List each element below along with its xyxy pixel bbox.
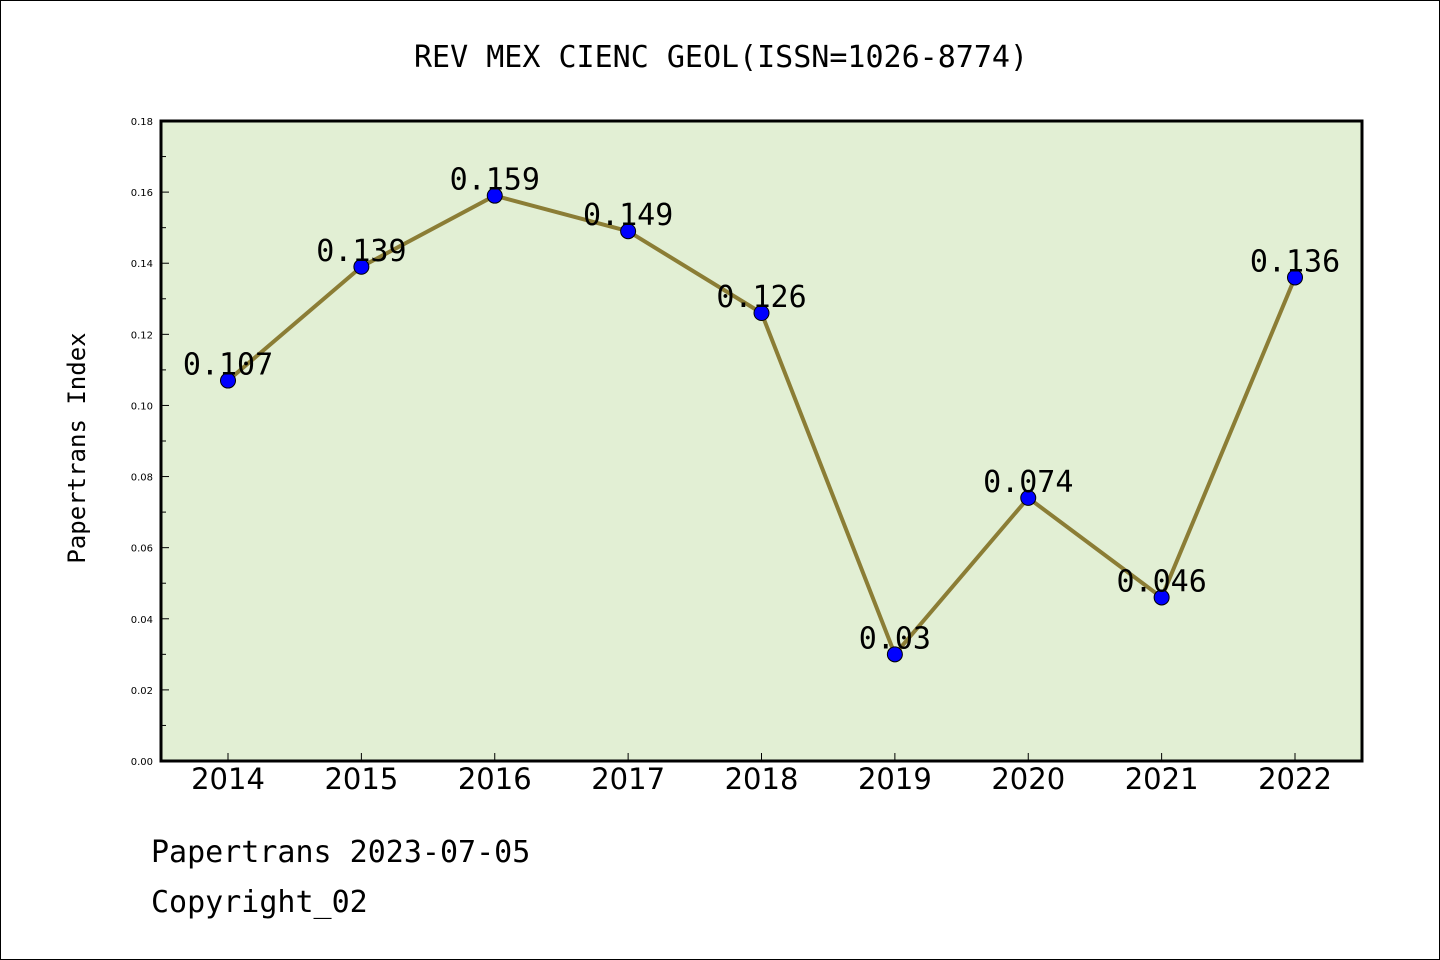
data-label: 0.107 <box>183 348 273 383</box>
y-tick-label: 0.04 <box>131 615 153 626</box>
data-label: 0.139 <box>316 234 406 269</box>
footer-date-line: Papertrans 2023-07-05 <box>151 835 531 870</box>
y-tick-label: 0.08 <box>131 473 153 484</box>
axes-layer: 0.00 0.02 0.04 0.06 0.08 0.10 0.12 0.14 0.16 0.18… <box>131 117 1332 796</box>
y-tick-label: 0.14 <box>131 259 153 270</box>
footer-copyright: Copyright_02 <box>151 885 368 920</box>
x-tick-label: 2016 <box>458 762 532 796</box>
data-point <box>753 305 770 321</box>
data-label: 0.046 <box>1116 564 1206 599</box>
data-label: 0.074 <box>983 465 1073 500</box>
y-tick-label: 0.16 <box>131 188 153 199</box>
y-axis-label: Papertrans Index <box>63 332 91 563</box>
x-tick-label: 2019 <box>858 762 932 796</box>
series-layer: 0.107 0.139 0.159 0.149 0.126 0.03 0.074 0.046 0… <box>183 163 1340 663</box>
data-point <box>353 258 370 275</box>
data-point <box>486 187 503 204</box>
y-tick-label: 0.18 <box>131 117 153 128</box>
data-point <box>886 646 903 663</box>
data-point <box>620 223 637 240</box>
x-tick-label: 2015 <box>324 762 398 796</box>
data-point <box>1153 589 1170 606</box>
y-tick-label: 0.02 <box>131 686 153 697</box>
plot-border <box>159 119 1364 763</box>
x-tick-label: 2020 <box>991 762 1065 796</box>
y-tick-label: 0.12 <box>131 330 153 341</box>
data-label: 0.136 <box>1250 244 1340 279</box>
data-label: 0.03 <box>859 621 931 656</box>
data-label: 0.149 <box>583 198 673 233</box>
x-tick-label: 2022 <box>1258 762 1332 796</box>
x-tick-label: 2021 <box>1125 762 1199 796</box>
y-tick-label: 0.00 <box>131 757 153 768</box>
plot-area <box>161 121 1362 761</box>
data-label: 0.159 <box>450 163 540 198</box>
data-point <box>1287 269 1303 286</box>
y-tick-label: 0.06 <box>131 544 153 555</box>
y-tick-label: 0.10 <box>131 401 153 412</box>
chart-title: REV MEX CIENC GEOL(ISSN=1026-8774) <box>414 40 1028 75</box>
data-label: 0.126 <box>716 280 806 315</box>
data-point <box>220 372 236 389</box>
x-tick-label: 2014 <box>191 762 265 796</box>
data-point <box>1020 489 1037 506</box>
x-tick-label: 2017 <box>591 762 665 796</box>
x-tick-label: 2018 <box>725 762 799 796</box>
